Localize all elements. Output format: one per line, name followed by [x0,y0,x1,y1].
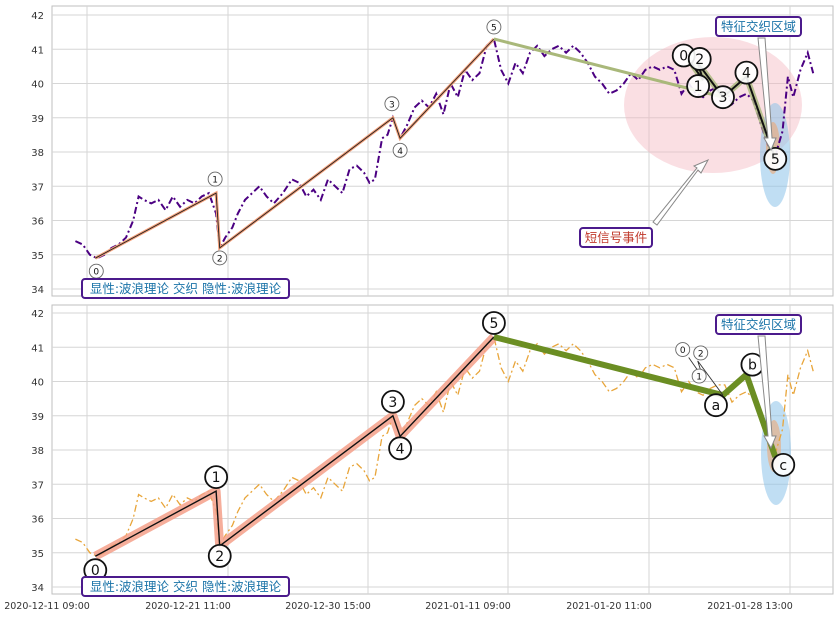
y-tick-label: 38 [31,148,44,159]
wave-marker-label: 1 [212,176,218,186]
x-tick-label: 2020-12-21 11:00 [145,601,231,612]
wave-marker-label: 1 [694,79,703,95]
feature-zone-label-box [715,16,802,37]
x-axis-tick-labels: 2020-12-11 09:00 2020-12-21 11:00 2020-12-… [4,601,793,612]
x-tick-label: 2020-12-11 09:00 [4,601,90,612]
y-tick-label: 38 [31,446,44,457]
wave-marker-circle [384,96,400,112]
short-signal-label-box [579,227,653,248]
y-tick-label: 40 [31,80,44,91]
y-tick-label: 42 [31,11,44,22]
wave-marker-circle [482,311,506,335]
primary-wave-line [94,336,495,557]
y-tick-label: 36 [31,217,44,228]
wave-marker-label: 2 [695,52,704,68]
y-tick-label: 35 [31,251,44,262]
feature-zone-label: 特征交织区域 [721,317,796,332]
y-tick-label: 40 [31,378,44,389]
wave-marker-label: 4 [742,66,751,82]
wave-marker-circle [693,345,709,361]
wave-marker-circle [380,389,405,414]
wave-marker-label: 1 [696,373,702,383]
x-tick-label: 2021-01-28 13:00 [707,601,793,612]
wave-marker-circle [675,342,691,357]
wave-theory-label-box [81,576,290,597]
wave-marker-label: 3 [389,100,395,110]
y-tick-label: 36 [31,515,44,526]
wave-marker-circle [207,171,223,187]
y-tick-label: 37 [31,182,44,193]
wave-marker-circle [686,74,711,98]
wave-marker-label: 3 [388,395,397,411]
wave-marker-circle [704,393,728,418]
wave-marker-label: c [779,458,787,474]
wave-marker-label: a [712,398,721,414]
corrective-wave-line [493,334,779,458]
wave-theory-label: 显性:波浪理论 交织 隐性:波浪理论 [90,281,282,296]
zone-arrow [757,37,777,152]
wave-marker-label: 0 [680,346,686,356]
wave-marker-circle [388,436,413,461]
short-signal-label: 短信号事件 [585,230,648,245]
y-tick-label: 34 [31,583,44,594]
wave-marker-circle [691,368,707,384]
wave-theory-label: 显性:波浪理论 交织 隐性:波浪理论 [90,579,282,594]
wave-marker-label: 3 [719,90,728,106]
x-tick-label: 2021-01-11 09:00 [425,601,511,612]
feature-zone-label: 特征交织区域 [721,19,796,34]
wave-marker-circle [486,19,502,35]
wave-theory-label-box [81,278,290,299]
y-tick-label: 41 [31,343,44,354]
wave-marker-label: 4 [396,441,405,457]
wave-marker-circle [763,146,788,171]
y-tick-label: 39 [31,412,44,423]
wave-marker-circle [711,85,735,110]
zone-arrow [757,335,777,450]
wave-marker-circle [212,250,228,266]
wave-marker-label: 5 [489,316,498,332]
primary-wave-line [95,38,495,259]
wave-marker-label: 4 [397,147,403,157]
wave-marker-circle [204,465,229,490]
wave-marker-label: 0 [93,268,99,278]
wave-marker-label: 0 [679,49,688,65]
y-tick-label: 42 [31,309,44,320]
y-tick-label: 37 [31,480,44,491]
feature-zone-label-box [715,314,802,335]
y-tick-label: 34 [31,285,44,296]
wave-marker-circle [771,452,796,477]
wave-marker-label: 2 [698,349,704,359]
wave-marker-label: b [748,358,757,374]
wave-marker-label: 1 [212,470,221,486]
wave-marker-circle [734,60,759,85]
wave-marker-label: 0 [91,563,100,579]
y-tick-label: 39 [31,114,44,125]
wave-connector [493,37,724,99]
wave-marker-label: 5 [491,23,497,33]
wave-marker-circle [392,142,408,158]
wave-marker-label: 5 [771,152,780,168]
y-tick-label: 41 [31,45,44,56]
wave-marker-label: 2 [215,549,224,565]
event-arrow [652,158,710,226]
y-tick-label: 35 [31,549,44,560]
wave-marker-circle [207,544,232,568]
wave-marker-label: 2 [217,254,223,264]
x-tick-label: 2020-12-30 15:00 [285,601,371,612]
x-tick-label: 2021-01-20 11:00 [566,601,652,612]
wave-marker-circle [687,47,712,71]
